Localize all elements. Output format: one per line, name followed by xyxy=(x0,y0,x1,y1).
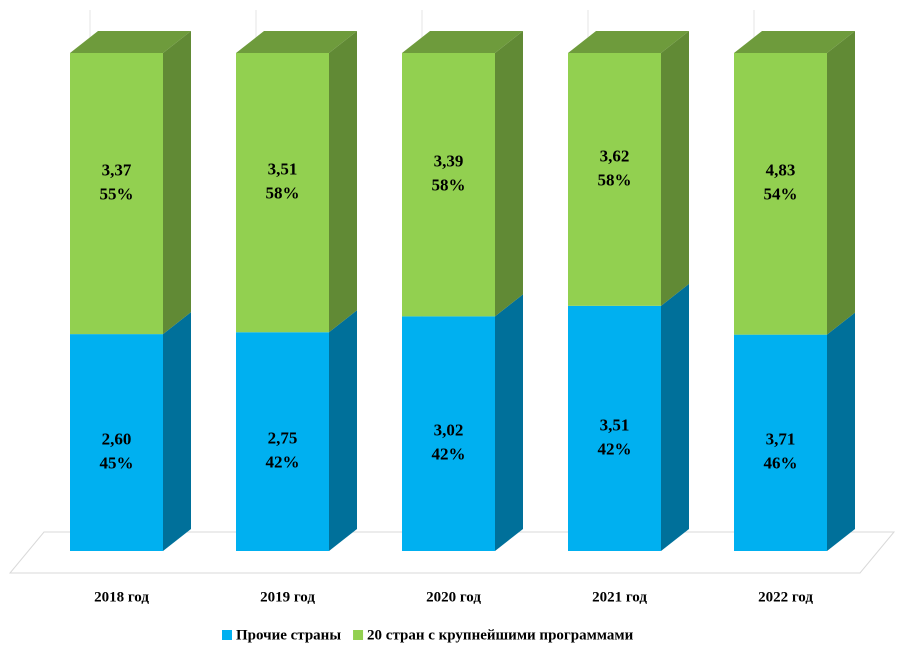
bar-side xyxy=(163,31,191,335)
bar-top xyxy=(236,31,357,53)
bar-side xyxy=(661,283,689,551)
bar xyxy=(70,53,163,335)
bar-top xyxy=(70,31,191,53)
value-label: 3,71 xyxy=(766,430,796,449)
bar-side xyxy=(329,31,357,333)
bar xyxy=(734,53,827,335)
value-label: 2,60 xyxy=(102,429,132,448)
x-tick-label: 2019 год xyxy=(260,589,315,605)
value-label: 3,37 xyxy=(102,160,132,179)
bar xyxy=(568,53,661,306)
x-tick-label: 2018 год xyxy=(94,589,149,605)
share-label: 42% xyxy=(432,445,466,464)
bar-side xyxy=(495,294,523,551)
value-label: 3,51 xyxy=(268,160,298,179)
bar-side xyxy=(827,312,855,551)
share-label: 46% xyxy=(764,454,798,473)
x-tick-label: 2020 год xyxy=(426,589,481,605)
bar xyxy=(236,332,329,551)
x-tick-label: 2022 год xyxy=(758,589,813,605)
bar xyxy=(568,305,661,551)
legend-label: 20 стран с крупнейшими программами xyxy=(367,627,634,643)
value-label: 3,02 xyxy=(434,421,464,440)
share-label: 42% xyxy=(598,439,632,458)
share-label: 54% xyxy=(764,185,798,204)
floor xyxy=(8,531,896,574)
bar-side xyxy=(329,310,357,551)
bar xyxy=(402,316,495,551)
bar xyxy=(70,334,163,551)
share-label: 58% xyxy=(266,184,300,203)
value-label: 2,75 xyxy=(268,429,298,448)
bar xyxy=(236,53,329,333)
bar-side xyxy=(163,312,191,551)
share-label: 58% xyxy=(598,170,632,189)
value-label: 3,39 xyxy=(434,152,464,171)
legend-swatch xyxy=(353,630,364,640)
x-tick-label: 2021 год xyxy=(592,589,647,605)
share-label: 55% xyxy=(100,184,134,203)
bar-side xyxy=(661,31,689,306)
bar-top xyxy=(568,31,689,53)
legend-swatch xyxy=(222,630,232,640)
bar-top xyxy=(734,31,855,53)
bar-side xyxy=(827,31,855,335)
bar-side xyxy=(495,31,523,317)
bar xyxy=(734,334,827,551)
share-label: 58% xyxy=(432,176,466,195)
bar xyxy=(402,53,495,317)
share-label: 45% xyxy=(100,453,134,472)
share-label: 42% xyxy=(266,453,300,472)
value-label: 3,62 xyxy=(600,146,630,165)
bar-top xyxy=(402,31,523,53)
legend: Прочие страны 20 стран с крупнейшими прог… xyxy=(222,627,634,643)
legend-label: Прочие страны xyxy=(236,627,341,643)
value-label: 4,83 xyxy=(766,161,796,180)
value-label: 3,51 xyxy=(600,415,630,434)
